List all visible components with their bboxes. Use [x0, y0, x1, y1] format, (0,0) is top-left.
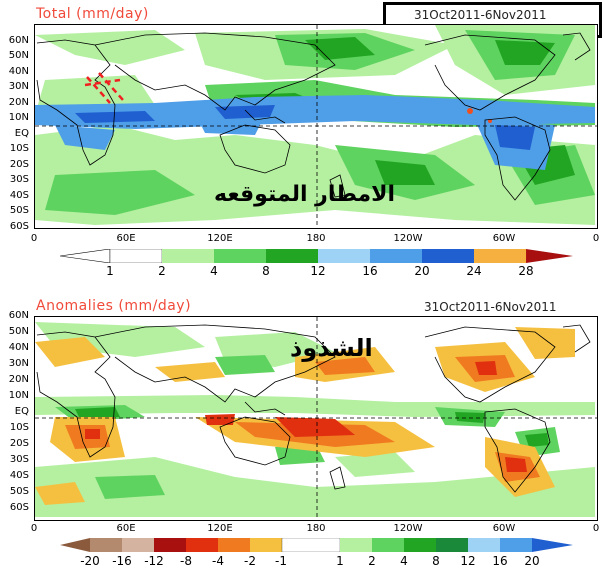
anomaly-precip-map: [34, 316, 598, 521]
lat-label: EQ: [14, 128, 29, 139]
colorbar-label: 16: [492, 554, 508, 568]
total-precip-map: [34, 24, 598, 229]
lon-label: 0: [592, 233, 600, 244]
lon-label: 120E: [207, 523, 233, 534]
bottom-panel-title: Anomalies (mm/day): [36, 298, 192, 314]
top-panel-title: Total (mm/day): [36, 6, 149, 22]
lat-label: 30S: [9, 454, 29, 465]
bottom-panel-date: 31Oct2011-6Nov2011: [424, 300, 557, 314]
lon-label: 0: [30, 523, 38, 534]
top-panel-date: 31Oct2011-6Nov2011: [414, 8, 547, 22]
lat-label: 50S: [9, 486, 29, 497]
lat-label: 50N: [8, 326, 29, 337]
bottom-arabic-label: الشذوذ: [290, 334, 373, 362]
colorbar-label: 1: [336, 554, 344, 568]
colorbar-label: -4: [212, 554, 224, 568]
lon-label: 180: [306, 523, 326, 534]
lat-label: 10N: [8, 112, 29, 123]
lat-label: 40N: [8, 342, 29, 353]
lon-label: 60W: [492, 523, 516, 534]
colorbar-label: 20: [524, 554, 540, 568]
colorbar-label: 12: [460, 554, 476, 568]
lat-label: 50S: [9, 205, 29, 216]
colorbar-label: 16: [362, 264, 378, 278]
colorbar-label: 20: [414, 264, 430, 278]
lat-label: 40S: [9, 190, 29, 201]
lat-label: 20N: [8, 97, 29, 108]
bottom-colorbar: [60, 538, 573, 552]
colorbar-label: 24: [466, 264, 482, 278]
colorbar-label: 8: [262, 264, 270, 278]
colorbar-label: -20: [80, 554, 100, 568]
colorbar-label: 12: [310, 264, 326, 278]
lon-label: 60E: [116, 233, 136, 244]
colorbar-label: -12: [144, 554, 164, 568]
colorbar-label: 1: [106, 264, 114, 278]
lon-label: 120W: [393, 523, 423, 534]
lat-label: 10S: [9, 422, 29, 433]
lon-label: 60W: [492, 233, 516, 244]
lat-label: 30N: [8, 81, 29, 92]
lat-label: 20N: [8, 374, 29, 385]
lon-label: 180: [306, 233, 326, 244]
lat-label: 30S: [9, 174, 29, 185]
colorbar-label: -8: [180, 554, 192, 568]
lat-label: 60N: [8, 310, 29, 321]
lat-label: 60N: [8, 35, 29, 46]
lon-label: 0: [30, 233, 38, 244]
lat-label: 50N: [8, 50, 29, 61]
colorbar-label: 8: [432, 554, 440, 568]
lat-label: 60S: [9, 221, 29, 232]
colorbar-label: 2: [368, 554, 376, 568]
top-colorbar: [60, 249, 573, 263]
colorbar-label: 4: [400, 554, 408, 568]
lat-label: EQ: [14, 406, 29, 417]
colorbar-label: -2: [244, 554, 256, 568]
lat-label: 20S: [9, 159, 29, 170]
lat-label: 40S: [9, 470, 29, 481]
lat-label: 10S: [9, 143, 29, 154]
lon-label: 0: [592, 523, 600, 534]
lat-label: 30N: [8, 358, 29, 369]
lon-label: 120E: [207, 233, 233, 244]
top-arabic-label: الامطار المتوقعه: [214, 182, 396, 207]
lat-label: 40N: [8, 66, 29, 77]
lat-label: 60S: [9, 502, 29, 513]
lat-label: 10N: [8, 390, 29, 401]
lat-label: 20S: [9, 438, 29, 449]
colorbar-label: -1: [275, 554, 287, 568]
colorbar-label: 2: [158, 264, 166, 278]
lon-label: 60E: [116, 523, 136, 534]
colorbar-label: -16: [112, 554, 132, 568]
lon-label: 120W: [393, 233, 423, 244]
colorbar-label: 4: [210, 264, 218, 278]
colorbar-label: 28: [518, 264, 534, 278]
